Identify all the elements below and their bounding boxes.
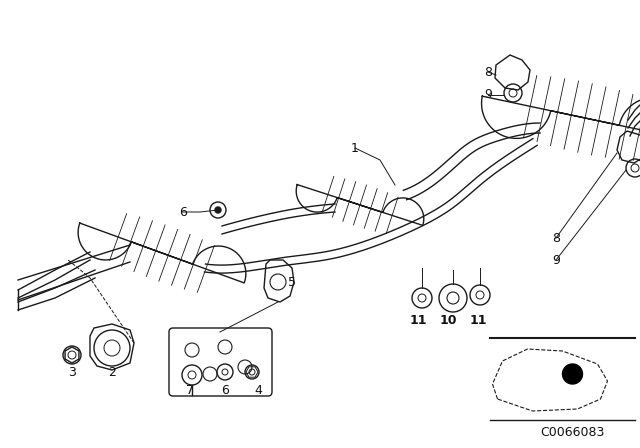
- Text: 9: 9: [484, 89, 492, 102]
- Circle shape: [215, 207, 221, 213]
- Text: 10: 10: [439, 314, 457, 327]
- Circle shape: [563, 364, 582, 384]
- Text: 11: 11: [409, 314, 427, 327]
- Text: 9: 9: [552, 254, 560, 267]
- Text: 5: 5: [288, 276, 296, 289]
- Text: 8: 8: [484, 65, 492, 78]
- Text: C0066083: C0066083: [540, 426, 604, 439]
- Text: 6: 6: [221, 383, 229, 396]
- Text: 4: 4: [254, 383, 262, 396]
- Text: 2: 2: [108, 366, 116, 379]
- Text: 7: 7: [186, 383, 194, 396]
- Text: 1: 1: [351, 142, 359, 155]
- Text: 8: 8: [552, 232, 560, 245]
- Text: 3: 3: [68, 366, 76, 379]
- Text: 11: 11: [469, 314, 487, 327]
- Text: 6: 6: [179, 206, 187, 219]
